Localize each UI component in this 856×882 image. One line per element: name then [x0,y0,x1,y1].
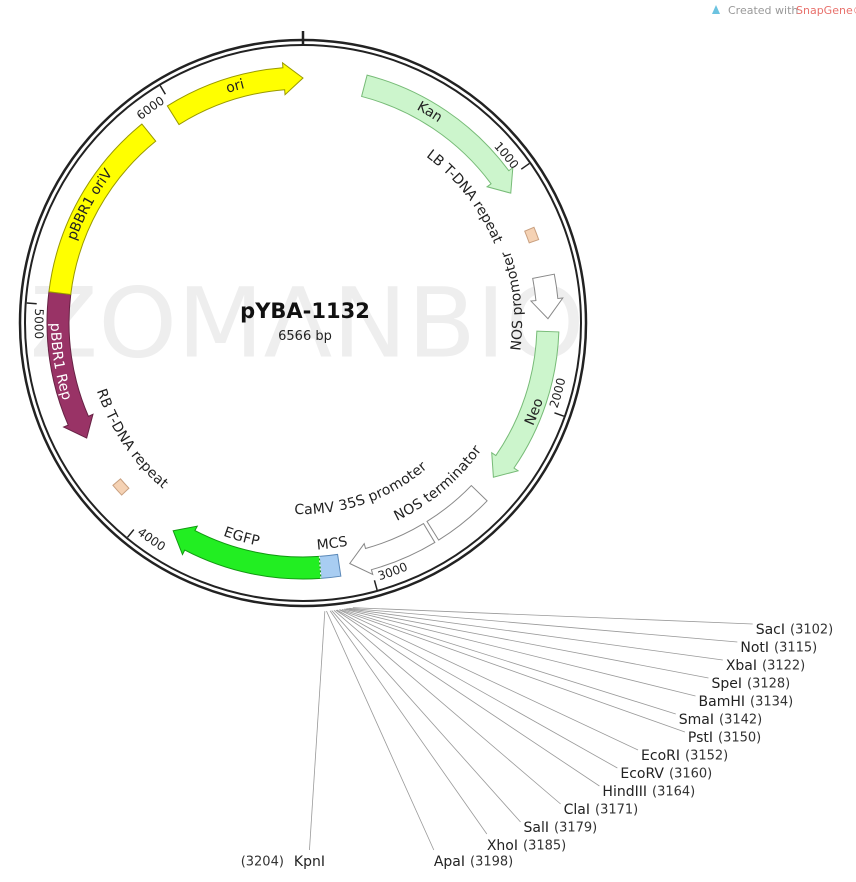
site-name: ClaI [564,802,590,818]
site-position: (3115) [774,641,817,656]
feature [112,478,130,496]
plasmid-length: 6566 bp [278,329,332,344]
tick-mark [126,529,135,538]
feature-label: ori [224,76,246,96]
site-name: KpnI [294,854,325,870]
site-name: BamHI [699,694,745,710]
tick-mark [373,580,378,591]
tick-label: 4000 [135,525,168,554]
credit-brand: SnapGene® [796,4,856,17]
site-leader [326,610,435,851]
feature [524,226,540,244]
feature [166,61,304,126]
site-leader [349,607,738,643]
feature [529,273,564,320]
site-position: (3142) [719,713,762,728]
site-leader [345,608,709,679]
site-leader [343,608,696,697]
watermark: ZOMANBIO [30,267,585,379]
site-position: (3160) [669,767,712,782]
feature [318,553,342,579]
feature [360,74,514,194]
site-name: XbaI [726,658,757,674]
site-position: (3152) [685,749,728,764]
site-position: (3122) [762,659,805,674]
site-position: (3185) [523,839,566,854]
site-leader [339,609,686,733]
site-leader [329,610,488,835]
site-position: (3171) [595,803,638,818]
site-name: XhoI [487,838,518,854]
site-position: (3150) [718,731,761,746]
site-leader [333,610,561,805]
feature-label: RB T-DNA repeat [93,387,171,492]
feature-label-text: RB T-DNA repeat [93,387,171,492]
feature [426,484,488,541]
site-name: PstI [688,730,713,746]
tick-mark [520,162,530,170]
site-leader [352,607,753,625]
site-name: NotI [740,640,769,656]
site-name: SacI [756,622,785,638]
feature-label: pBBR1 oriV [64,166,116,243]
feature-label-text: ori [224,76,246,96]
tick-mark [26,302,37,305]
snapgene-icon [712,5,720,14]
credit-prefix: Created with [728,4,798,17]
site-leader [309,611,326,851]
site-position: (3128) [747,677,790,692]
feature [172,525,322,580]
site-name: SalI [524,820,549,836]
site-leader [338,609,639,751]
tick-label-text: 4000 [135,525,168,554]
site-leader [335,609,600,787]
site-position: (3164) [652,785,695,800]
tick-mark [554,412,565,417]
site-position: (3204) [241,855,284,870]
feature-label-text: pBBR1 oriV [64,166,116,243]
feature-label-text: MCS [316,534,349,554]
site-name: SpeI [711,676,742,692]
site-name: EcoRV [620,766,664,782]
site-name: EcoRI [641,748,680,764]
plasmid-name: pYBA-1132 [240,299,370,323]
site-name: HindIII [602,784,647,800]
site-leader [336,609,618,769]
site-leader [341,608,676,715]
site-position: (3102) [790,623,833,638]
site-position: (3134) [750,695,793,710]
site-position: (3198) [470,855,513,870]
feature [348,522,436,576]
feature [491,330,560,478]
site-leader [331,610,521,823]
site-name: ApaI [434,854,465,870]
site-name: SmaI [679,712,714,728]
tick-mark [159,85,166,95]
site-position: (3179) [554,821,597,836]
site-leader [347,608,723,661]
feature [48,123,157,296]
feature-label: MCS [316,534,349,554]
